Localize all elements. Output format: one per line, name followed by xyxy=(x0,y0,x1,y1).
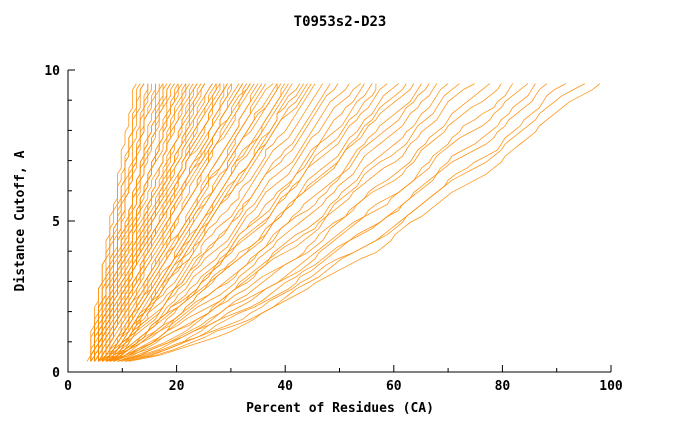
model-curve xyxy=(109,83,282,362)
model-curve xyxy=(109,83,274,362)
model-curve xyxy=(98,83,331,362)
x-tick-label: 40 xyxy=(277,379,293,394)
y-tick-label: 5 xyxy=(52,215,60,230)
model-curve xyxy=(117,83,548,362)
chart-title: T0953s2-D23 xyxy=(294,14,387,30)
model-curve xyxy=(90,83,145,362)
y-tick-label: 10 xyxy=(44,64,60,79)
model-curve xyxy=(98,83,316,362)
tick-labels: 0 20 40 60 80 100 0 5 10 xyxy=(44,64,623,394)
model-curve xyxy=(117,83,586,362)
model-curve xyxy=(101,83,244,362)
model-curve xyxy=(117,83,491,362)
model-curve xyxy=(98,83,350,362)
model-curve xyxy=(94,83,206,362)
model-curve xyxy=(113,83,312,362)
model-curve xyxy=(105,83,475,362)
model-curve xyxy=(117,83,529,362)
x-axis-label: Percent of Residues (CA) xyxy=(246,401,434,416)
tick-marks xyxy=(67,69,612,373)
model-curve xyxy=(86,83,137,362)
model-curve xyxy=(105,83,415,362)
model-curve xyxy=(113,83,438,362)
model-curve xyxy=(105,83,225,362)
model-curves xyxy=(86,83,601,362)
model-curve xyxy=(113,83,407,362)
model-curve xyxy=(102,83,365,362)
x-tick-label: 100 xyxy=(599,379,623,394)
model-curve xyxy=(98,83,217,362)
model-curve xyxy=(109,83,255,362)
model-curve xyxy=(109,83,502,362)
model-curve xyxy=(90,83,156,362)
x-tick-label: 60 xyxy=(386,379,402,394)
model-curve xyxy=(105,83,449,362)
model-curve xyxy=(105,83,247,362)
model-curve xyxy=(98,83,194,362)
model-curve xyxy=(113,83,422,362)
model-curve xyxy=(101,83,221,362)
model-curve xyxy=(109,83,278,362)
model-curve xyxy=(90,83,171,362)
model-curve xyxy=(105,83,339,362)
model-curve xyxy=(94,83,187,362)
x-tick-label: 0 xyxy=(64,379,72,394)
model-curve xyxy=(105,83,278,362)
model-curve xyxy=(121,83,514,362)
y-tick-label: 0 xyxy=(52,366,60,381)
model-curve xyxy=(105,83,377,362)
x-tick-label: 80 xyxy=(495,379,511,394)
model-curve xyxy=(105,83,430,362)
model-curve xyxy=(105,83,263,362)
model-curve xyxy=(124,83,567,362)
x-tick-label: 20 xyxy=(169,379,185,394)
model-curve xyxy=(101,83,324,362)
y-axis-label: Distance Cutoff, A xyxy=(13,150,28,291)
model-curve xyxy=(94,83,183,362)
model-curve xyxy=(128,83,601,362)
model-curve xyxy=(105,83,361,362)
model-curve xyxy=(98,83,221,362)
model-curve xyxy=(109,83,388,362)
